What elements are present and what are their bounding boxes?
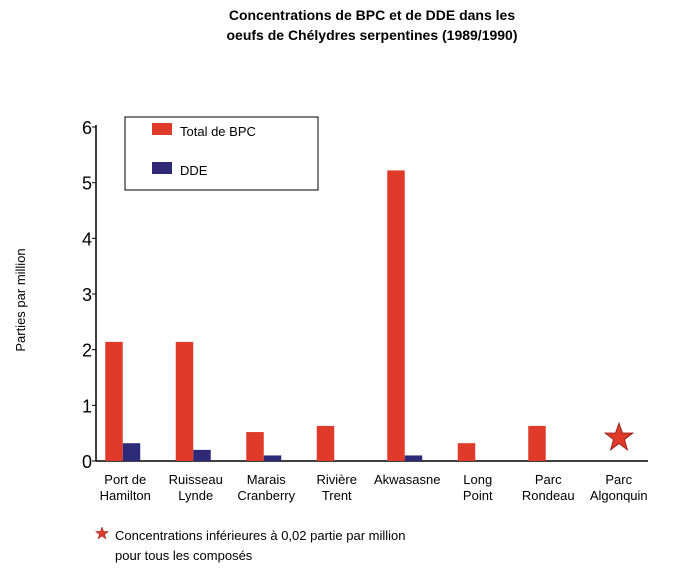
bar [404, 455, 423, 461]
legend-label: Total de BPC [180, 124, 256, 139]
bar [528, 425, 546, 461]
y-tick-label: 2 [82, 341, 92, 361]
star-marker [603, 421, 635, 452]
x-tick-label: Parc Algonquin [590, 472, 648, 503]
bar [246, 432, 264, 461]
x-tick-label: Ruisseau Lynde [169, 472, 223, 503]
y-tick-label: 5 [82, 174, 92, 194]
bar [263, 455, 282, 461]
y-tick-label: 3 [82, 285, 92, 305]
chart-title: Concentrations de BPC et de DDE dans les… [226, 7, 517, 43]
legend-label: DDE [180, 163, 208, 178]
y-tick-label: 4 [82, 229, 92, 249]
bar [387, 170, 405, 462]
note: Concentrations inférieures à 0,02 partie… [115, 528, 406, 563]
x-tick-label: Akwasasne [374, 472, 440, 487]
bar [316, 425, 335, 461]
y-tick-label: 6 [82, 118, 92, 138]
bar [175, 341, 194, 461]
note-star [94, 526, 110, 540]
legend-swatch [152, 123, 172, 135]
y-tick-label: 1 [82, 396, 92, 416]
y-axis-label: Parties par million [13, 248, 28, 351]
legend-swatch [152, 162, 172, 174]
x-tick-label: Marais Cranberry [237, 472, 295, 503]
x-tick-label: Port de Hamilton [100, 472, 151, 503]
bar [122, 443, 141, 461]
x-tick-label: Parc Rondeau [522, 472, 575, 503]
bar [193, 449, 211, 461]
x-tick-label: Rivière Trent [317, 472, 357, 503]
y-tick-label: 0 [82, 452, 92, 472]
bar [105, 341, 123, 461]
bar [457, 443, 476, 461]
x-tick-label: Long Point [463, 472, 493, 503]
